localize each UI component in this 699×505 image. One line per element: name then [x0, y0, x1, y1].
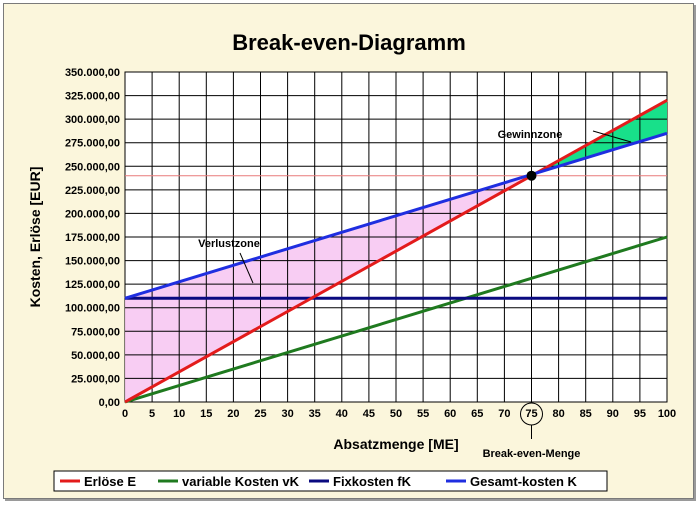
chart-title: Break-even-Diagramm: [232, 30, 466, 55]
legend-entry: Erlöse E: [84, 474, 136, 489]
legend-entry: Gesamt-kosten K: [470, 474, 578, 489]
series-line: [124, 98, 668, 404]
x-axis-label: Absatzmenge [ME]: [333, 436, 458, 452]
y-tick-label: 150.000,00: [65, 256, 120, 268]
break-even-chart: Break-even-Diagramm 0 5 10 15 20 25 30 35 40 45 50…: [27, 30, 676, 492]
y-tick-label: 50.000,00: [71, 350, 120, 362]
break-even-caption: Break-even-Menge: [483, 448, 581, 460]
legend-box: [53, 470, 608, 492]
x-tick-label: 20: [227, 408, 239, 420]
break-even-point: [526, 170, 537, 181]
x-tick-label: 85: [580, 408, 592, 420]
x-tick-label: 40: [336, 408, 348, 420]
y-tick-label: 225.000,00: [65, 185, 120, 197]
x-tick-label: 55: [417, 408, 429, 420]
x-tick-label: 50: [390, 408, 402, 420]
series-line: [124, 131, 668, 300]
x-tick-label: 65: [471, 408, 483, 420]
x-tick-label: 0: [122, 408, 128, 420]
x-tick-label: 25: [254, 408, 266, 420]
y-tick-label: 300.000,00: [65, 114, 120, 126]
y-axis-label: Kosten, Erlöse [EUR]: [27, 167, 43, 308]
profit-zone-label: Gewinnzone: [498, 129, 563, 141]
chart-frame: Break-even-Diagramm 0 5 10 15 20 25 30 35 40 45 50…: [3, 3, 694, 499]
series-line: [124, 235, 668, 404]
x-tick-label: 90: [607, 408, 619, 420]
x-tick-label: 5: [149, 408, 155, 420]
x-tick-label: 35: [309, 408, 321, 420]
x-tick-label: 80: [552, 408, 564, 420]
y-tick-label: 25.000,00: [71, 373, 120, 385]
loss-zone-pointer: [239, 252, 254, 284]
y-tick-label: 250.000,00: [65, 161, 120, 173]
y-tick-label: 175.000,00: [65, 232, 120, 244]
x-tick-label: 100: [658, 408, 676, 420]
y-tick-label: 325.000,00: [65, 91, 120, 103]
loss-zone-label: Verlustzone: [198, 238, 260, 250]
y-tick-label: 200.000,00: [65, 208, 120, 220]
x-tick-label: 95: [634, 408, 646, 420]
x-tick-label: 70: [498, 408, 510, 420]
y-tick-label: 275.000,00: [65, 138, 120, 150]
x-tick-label: 30: [281, 408, 293, 420]
legend-entry: Fixkosten fK: [333, 474, 412, 489]
y-tick-label: 0,00: [99, 397, 120, 409]
x-tick-label: 15: [200, 408, 212, 420]
y-tick-label: 100.000,00: [65, 303, 120, 315]
x-tick-label: 10: [173, 408, 185, 420]
legend-entry: variable Kosten vK: [182, 474, 300, 489]
x-tick-label: 75: [525, 408, 537, 420]
y-tick-label: 350.000,00: [65, 67, 120, 79]
y-tick-label: 75.000,00: [71, 326, 120, 338]
profit-zone-pointer: [592, 130, 632, 143]
y-tick-label: 125.000,00: [65, 279, 120, 291]
x-tick-label: 60: [444, 408, 456, 420]
x-tick-label: 45: [363, 408, 375, 420]
